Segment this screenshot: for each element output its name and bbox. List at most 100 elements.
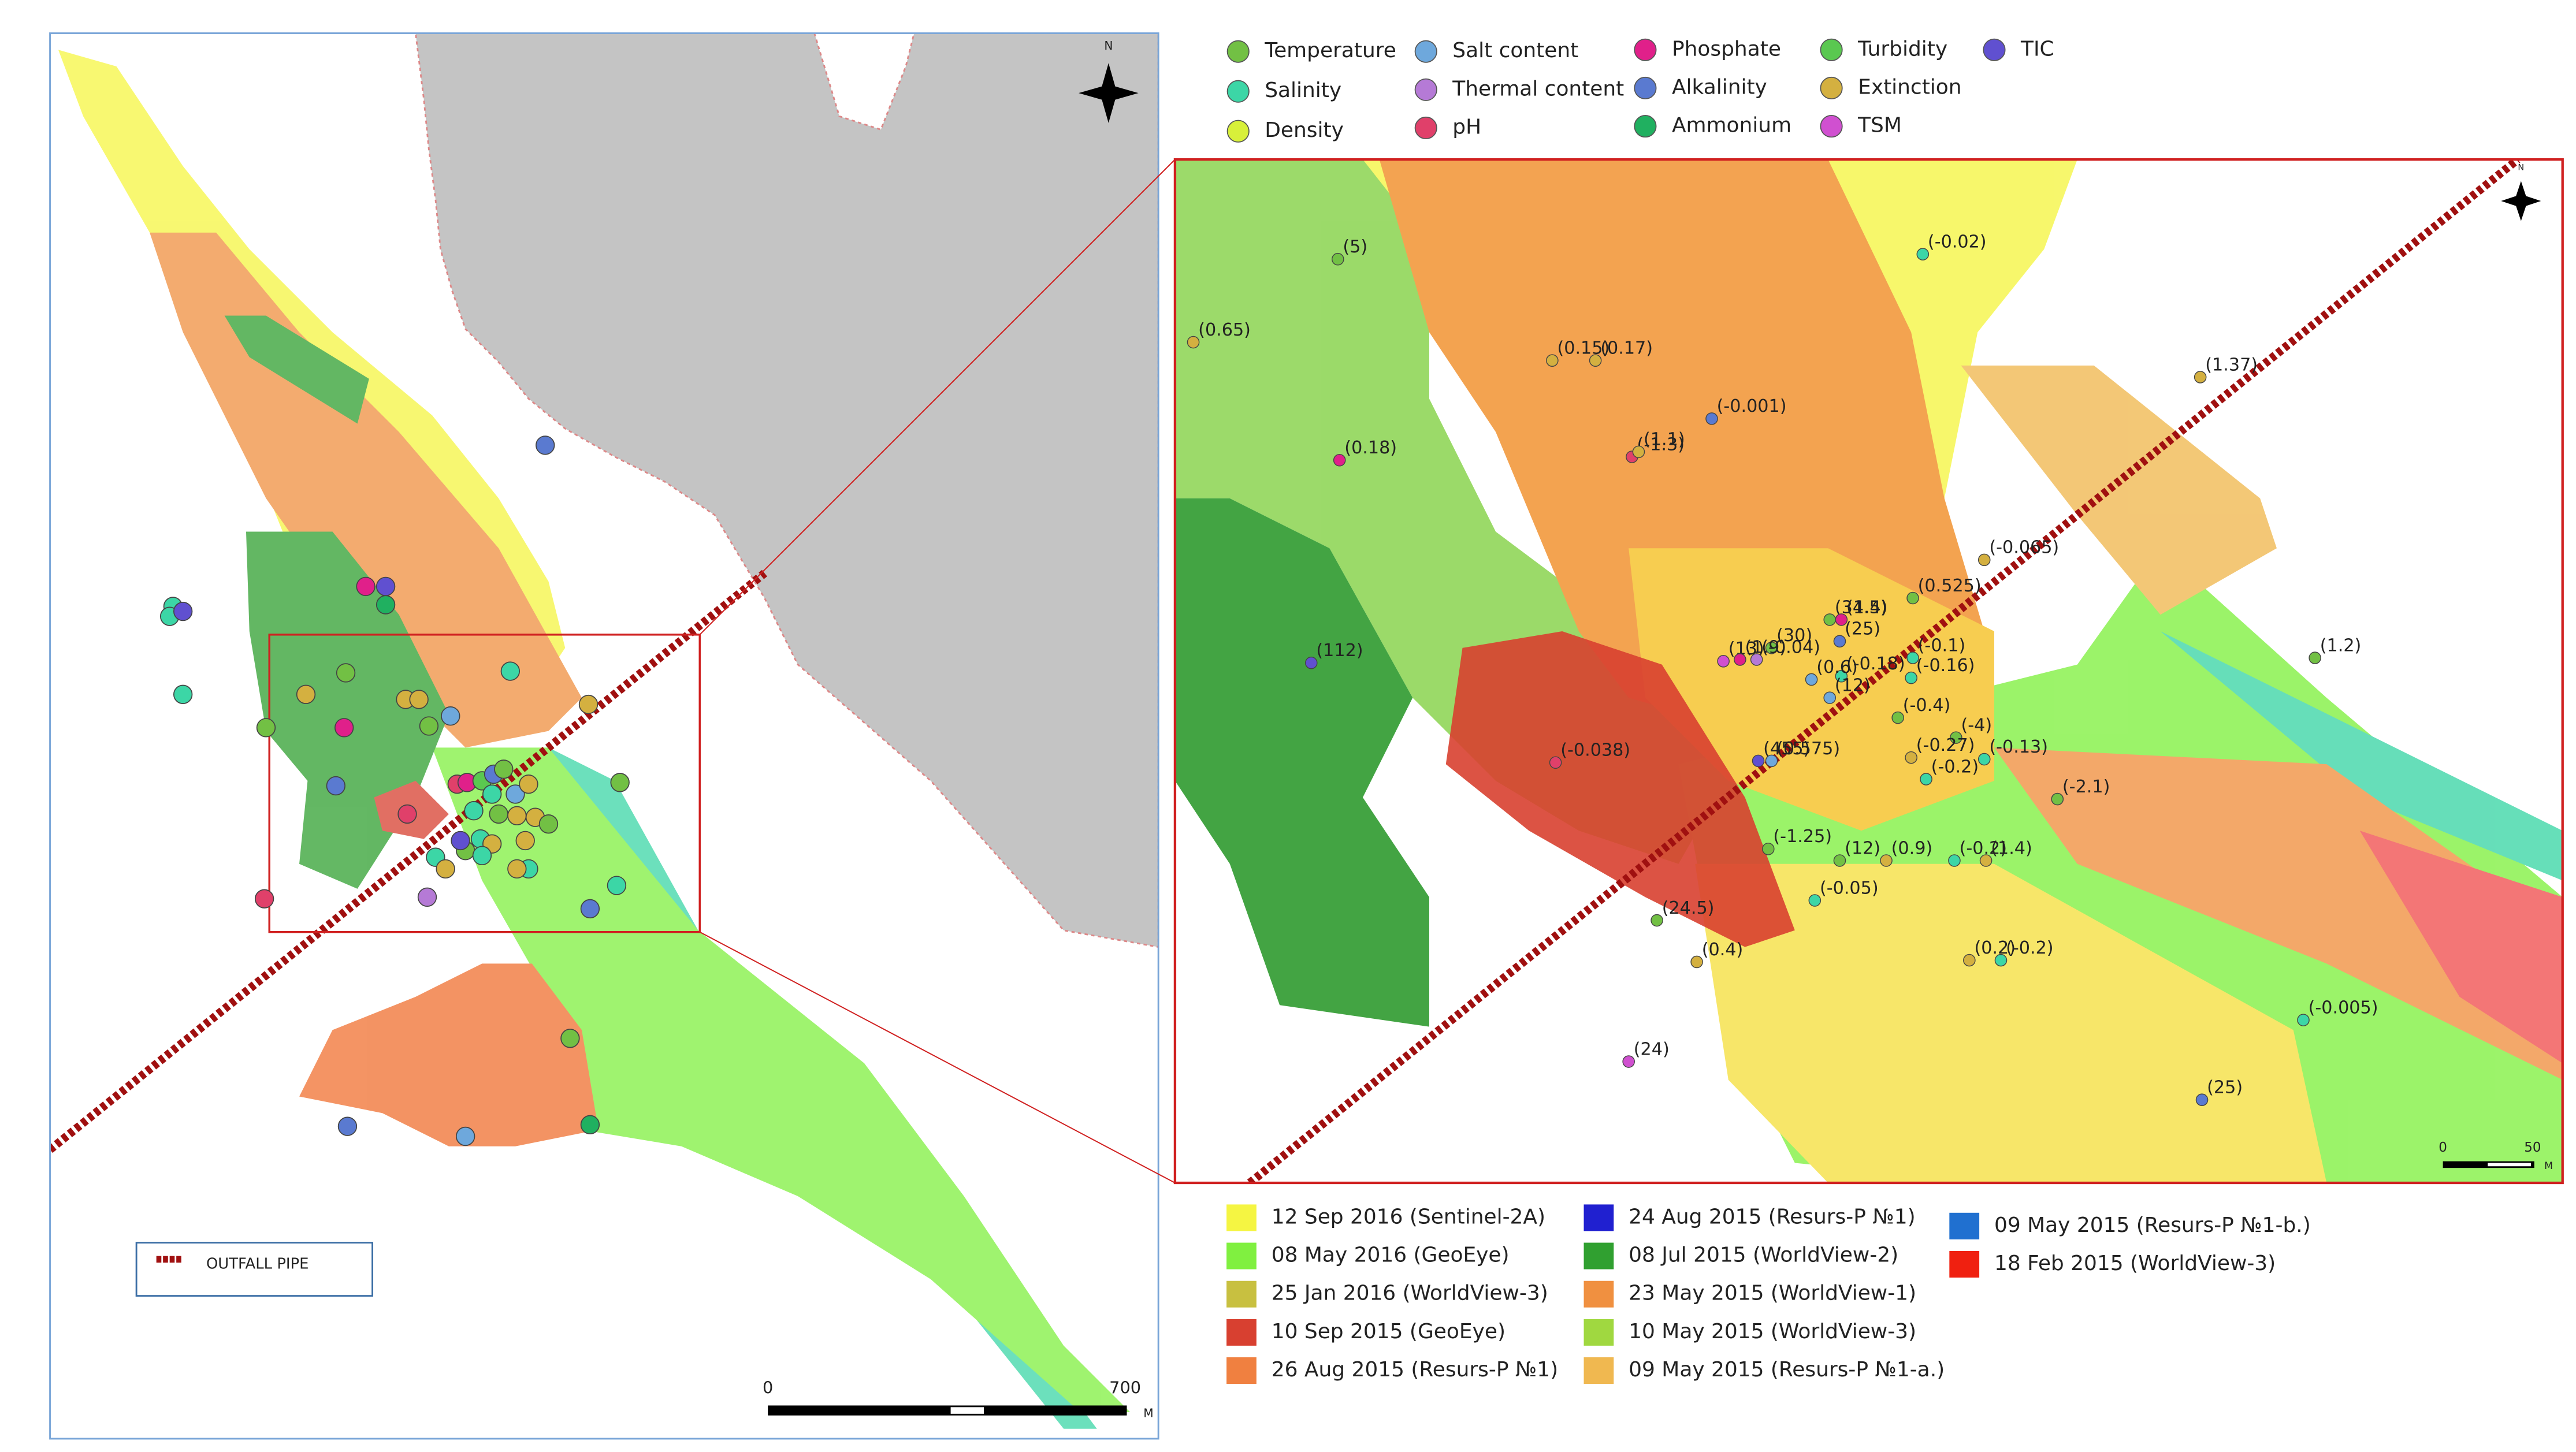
legend-marker [1414,78,1437,101]
scale-label: 0 [763,1378,773,1398]
sample-point [1833,635,1846,648]
sample-point [436,859,455,879]
north-label: N [1104,39,1113,53]
point-label: (1.1) [1644,430,1685,450]
legend-swatch [1226,1357,1257,1384]
sample-point [1977,553,1991,567]
point-label: (-0.27) [1916,735,1975,755]
sample-point [1950,731,1962,744]
sample-point [455,1126,475,1146]
sample-point [356,576,376,597]
sample-point [489,804,508,824]
sample-point [1891,711,1904,724]
point-label: (0.15) [1557,338,1609,359]
sample-point [500,661,521,681]
point-label: (5) [1343,237,1367,257]
point-label: (0.18) [1344,438,1397,458]
sample-point [1906,651,1919,664]
connector [699,931,1176,1183]
sample-point [1765,754,1778,768]
sample-point [578,694,599,714]
point-label: (12) [1845,838,1880,858]
point-label: (-2.1) [2062,777,2110,797]
sample-point [1750,653,1763,666]
inset-border [1173,158,2564,1185]
sample-point [505,784,525,804]
sample-point [1823,613,1837,626]
legend-label: 18 Feb 2015 (WorldView-3) [1994,1252,2276,1275]
sample-point [1762,843,1775,855]
sample-point [1948,854,1961,867]
sample-point [464,801,484,821]
point-label: (25) [1845,619,1880,639]
point-label: (-0.04) [1761,637,1820,657]
sample-point [397,804,417,824]
point-label: (-0.4) [1903,695,1950,716]
legend-label: Salinity [1265,79,1341,102]
outfall-pipe [1247,159,2521,1183]
plume [224,315,369,424]
sample-point [1651,914,1663,927]
legend-marker [1634,76,1657,100]
point-label: (0.525) [1918,576,1982,596]
scale-unit: M [1143,1406,1153,1420]
legend-label: 24 Aug 2015 (Resurs-P №1) [1629,1205,1915,1228]
sample-point [1994,954,2008,967]
plume [1961,365,2277,615]
sample-point [337,1116,358,1136]
sample-point [1916,248,1930,260]
point-label: (-1.25) [1773,826,1832,847]
sample-point [1690,955,1703,969]
north-arrow: N N [1079,39,2541,221]
sample-point [507,806,527,826]
pipe-legend-text: OUTFALL PIPE [206,1255,309,1272]
sample-point [1187,336,1200,349]
plume [2160,631,2563,881]
sample-point [2309,651,2321,664]
point-label: (-0.18) [1846,654,1905,674]
legend-label: Ammonium [1672,114,1791,137]
sample-point [1977,753,1991,766]
sample-point [2297,1014,2310,1026]
point-label: (0.17) [1600,338,1653,359]
sample-point [417,887,437,907]
legend-swatch [1949,1212,1980,1239]
legend-label: Alkalinity [1672,75,1767,99]
point-label: (-4) [1961,715,1992,735]
sample-point [409,690,429,709]
sample-point [334,718,354,738]
point-label: (0.6) [1816,657,1858,677]
point-label: (24) [1634,1039,1670,1059]
legend-swatch [1583,1204,1614,1231]
sample-point [1304,656,1318,669]
sample-point [536,435,555,455]
legend-swatch [1583,1357,1614,1384]
scale-label: 50 [2524,1140,2541,1155]
legend-marker [1226,120,1250,143]
legend-marker [1634,38,1657,61]
legend-label: TSM [1857,114,1902,137]
point-label: (-0.05) [1820,878,1879,898]
point-label: (30) [1776,626,1812,646]
legend-swatch [1226,1280,1257,1308]
scale-bar [768,1405,1127,1416]
sample-point [1906,591,1919,605]
sample-point [519,774,538,794]
legend-swatch [1583,1319,1614,1346]
plume [432,747,1131,1412]
outfall-pipe [50,569,767,1153]
sample-point [1808,894,1822,907]
point-label: (112) [1316,641,1363,661]
plume [1174,498,1429,1027]
point-label: (-0.065) [1989,538,2059,558]
sample-point [538,814,559,834]
sample-point [1589,354,1602,367]
legend-label: 23 May 2015 (WorldView-1) [1629,1282,1916,1305]
legend-label: 09 May 2015 (Resurs-P №1-b.) [1994,1213,2311,1237]
sample-point [256,718,276,738]
legend-label: Turbidity [1857,37,1947,61]
sample-point [441,706,460,726]
legend-marker [1414,40,1437,63]
scale-label: 700 [1109,1378,1141,1398]
sample-point [1752,754,1765,768]
